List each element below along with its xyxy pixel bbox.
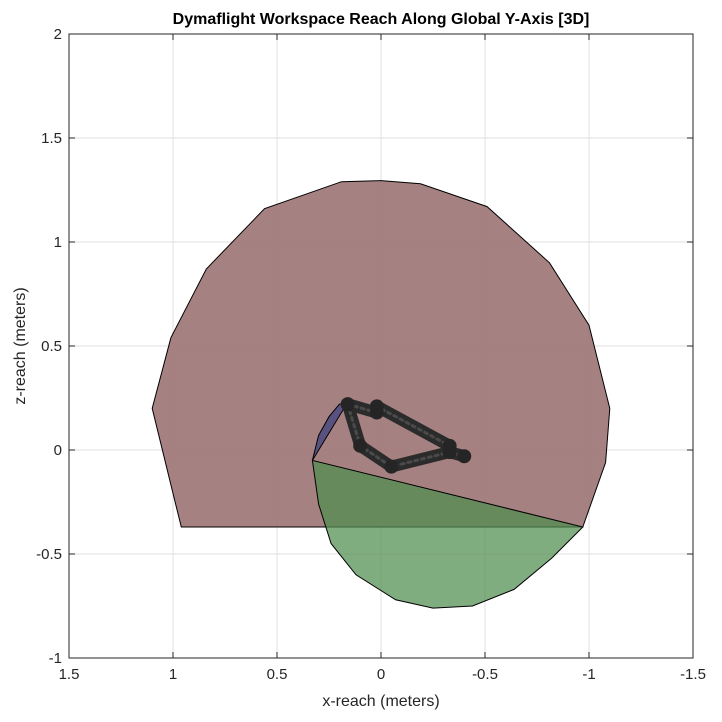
y-tick-label-4: 1	[54, 234, 62, 251]
arm-joint	[340, 397, 355, 412]
x-tick-label-2: 0.5	[267, 666, 288, 683]
workspace-region-1	[151, 180, 611, 528]
arm-joint	[442, 438, 457, 453]
y-tick-label-2: 0	[54, 442, 62, 459]
x-tick-label-4: -0.5	[472, 666, 498, 683]
workspace-region-2	[311, 459, 584, 609]
y-tick-label-5: 1.5	[41, 130, 62, 147]
arm-joint	[369, 399, 384, 414]
y-axis-label: z-reach (meters)	[12, 287, 29, 404]
arm-link-highlight-2	[346, 402, 452, 448]
arm-joint	[384, 459, 399, 474]
x-tick-label-3: 0	[377, 666, 385, 683]
series-layer	[151, 180, 611, 609]
arm-joint	[353, 438, 368, 453]
x-tick-label-0: 1.5	[59, 666, 80, 683]
y-tick-label-0: -1	[49, 650, 62, 667]
workspace-region-3	[311, 401, 349, 461]
x-tick-label-6: -1.5	[680, 666, 706, 683]
x-tick-label-1: 1	[169, 666, 177, 683]
y-tick-label-6: 2	[54, 26, 62, 43]
x-tick-label-5: -1	[582, 666, 595, 683]
x-axis-label: x-reach (meters)	[322, 693, 439, 710]
chart-title: Dymaflight Workspace Reach Along Global …	[173, 11, 590, 28]
robot-arm	[340, 397, 472, 474]
axes-layer: 1.5 1 0.5 0 -0.5 -1 -1.5 -1 -0.5 0 0.5 1 1.5 2	[36, 26, 706, 683]
arm-joint	[457, 449, 472, 464]
y-tick-label-1: -0.5	[36, 546, 62, 563]
y-tick-label-3: 0.5	[41, 338, 62, 355]
